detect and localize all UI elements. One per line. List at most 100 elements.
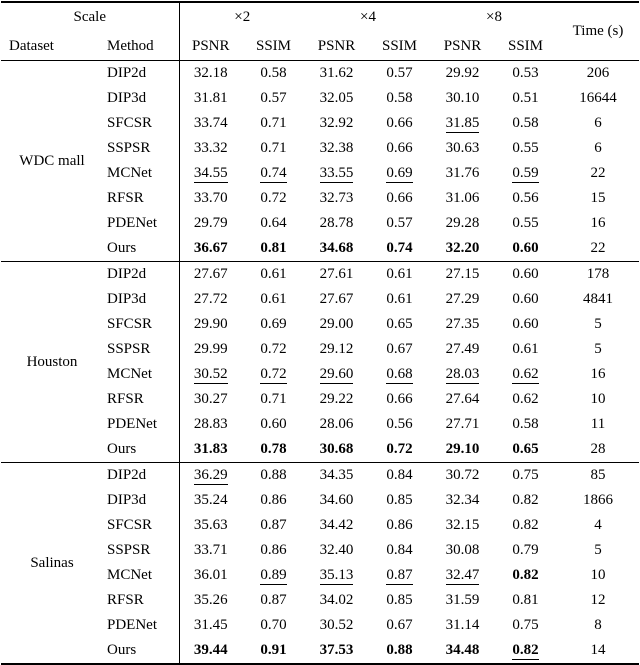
metric-cell: 0.86 (242, 488, 305, 513)
metric-cell: 30.27 (179, 387, 242, 412)
metric-cell: 36.67 (179, 236, 242, 262)
metric-value: 36.29 (193, 467, 228, 485)
metric-cell: 0.81 (494, 588, 557, 613)
time-cell: 22 (590, 240, 606, 256)
time-cell: 85 (590, 467, 606, 483)
metric-value: 0.86 (386, 517, 413, 533)
metric-value: 30.52 (319, 617, 354, 633)
metric-cell: 0.66 (368, 186, 431, 211)
metric-value: 0.57 (386, 65, 413, 81)
metric-cell: 27.72 (179, 287, 242, 312)
metric-cell: 0.86 (242, 538, 305, 563)
metric-value: 0.65 (386, 316, 413, 332)
metric-cell: 34.55 (179, 161, 242, 186)
metric-cell: 33.70 (179, 186, 242, 211)
metric-cell: 0.85 (368, 588, 431, 613)
metric-value: 32.34 (445, 492, 480, 508)
metric-value: 0.82 (512, 517, 539, 533)
table-header: Scale ×2 ×4 ×8 Time (s) Dataset Method P… (1, 2, 640, 61)
metric-cell: 34.42 (305, 513, 368, 538)
metric-cell: 0.69 (368, 161, 431, 186)
metric-value: 0.66 (386, 140, 413, 156)
metric-value: 0.72 (260, 190, 287, 206)
metric-cell: 27.64 (431, 387, 494, 412)
metric-value: 0.57 (386, 215, 413, 231)
metric-value: 0.61 (260, 291, 287, 307)
time-cell: 5 (594, 341, 602, 357)
dataset-cell: Houston (26, 353, 78, 370)
metric-cell: 0.58 (494, 412, 557, 437)
dataset-cell: WDC mall (19, 152, 85, 169)
metric-cell: 31.76 (431, 161, 494, 186)
metric-value: 30.08 (445, 542, 480, 558)
metric-cell: 0.60 (494, 236, 557, 262)
table-row: MCNet 36.01 0.89 35.13 0.87 32.47 0.82 10 (1, 563, 639, 588)
metric-cell: 29.00 (305, 312, 368, 337)
method-cell: Ours (101, 236, 180, 262)
metric-cell: 0.60 (494, 312, 557, 337)
metric-value: 0.82 (512, 567, 539, 583)
metric-value: 0.61 (260, 266, 287, 282)
metric-value: 0.75 (512, 467, 539, 483)
metric-value: 30.52 (193, 366, 228, 384)
metric-cell: 0.75 (494, 613, 557, 638)
time-header: Time (s) (572, 23, 624, 39)
metric-value: 28.03 (445, 366, 480, 384)
metric-value: 29.60 (319, 366, 354, 384)
method-cell: PDENet (101, 211, 180, 236)
table-row: RFSR 35.26 0.87 34.02 0.85 31.59 0.81 12 (1, 588, 639, 613)
dataset-group: Salinas DIP2d 36.29 0.88 34.35 0.84 30.72 0.75 8… (1, 462, 640, 664)
metric-value: 35.24 (193, 492, 228, 508)
metric-value: 0.53 (512, 65, 539, 81)
metric-value: 0.82 (512, 492, 539, 508)
method-cell: SFCSR (101, 513, 180, 538)
metric-value: 0.72 (260, 341, 287, 357)
metric-value: 0.71 (260, 115, 287, 131)
method-cell: PDENet (101, 613, 180, 638)
metric-value: 0.61 (512, 341, 539, 357)
time-cell: 14 (590, 642, 606, 658)
method-cell: SFCSR (101, 111, 180, 136)
metric-value: 0.84 (386, 542, 413, 558)
metric-cell: 35.24 (179, 488, 242, 513)
metric-value: 0.74 (386, 240, 413, 256)
metric-cell: 28.83 (179, 412, 242, 437)
metric-value: 29.90 (193, 316, 228, 332)
metric-cell: 0.61 (242, 262, 305, 288)
psnr-x2-header: PSNR (192, 37, 230, 54)
metric-value: 34.42 (319, 517, 354, 533)
metric-cell: 31.81 (179, 86, 242, 111)
metric-cell: 0.61 (494, 337, 557, 362)
metric-cell: 0.59 (494, 161, 557, 186)
metric-value: 0.61 (386, 266, 413, 282)
method-cell: PDENet (101, 412, 180, 437)
metric-value: 0.66 (386, 115, 413, 131)
table-row: Ours 39.44 0.91 37.53 0.88 34.48 0.82 14 (1, 638, 639, 664)
metric-value: 27.72 (193, 291, 228, 307)
metric-value: 0.65 (512, 441, 539, 457)
table-row: PDENet 28.83 0.60 28.06 0.56 27.71 0.58 11 (1, 412, 639, 437)
metric-cell: 0.57 (368, 61, 431, 87)
metric-value: 0.85 (386, 592, 413, 608)
metric-value: 0.60 (512, 266, 539, 282)
metric-value: 30.63 (445, 140, 480, 156)
metric-cell: 0.82 (494, 563, 557, 588)
metric-value: 32.47 (445, 567, 480, 585)
metric-value: 0.61 (386, 291, 413, 307)
metric-value: 0.60 (512, 240, 539, 256)
table-row: RFSR 30.27 0.71 29.22 0.66 27.64 0.62 10 (1, 387, 639, 412)
metric-cell: 35.13 (305, 563, 368, 588)
time-cell: 178 (586, 266, 610, 282)
metric-cell: 0.82 (494, 488, 557, 513)
metric-cell: 30.10 (431, 86, 494, 111)
metric-cell: 0.78 (242, 437, 305, 463)
dataset-cell: Salinas (30, 554, 74, 571)
header-row-metrics: Dataset Method PSNR SSIM PSNR SSIM PSNR … (1, 32, 639, 61)
metric-cell: 27.15 (431, 262, 494, 288)
metric-value: 27.49 (445, 341, 480, 357)
time-cell: 4 (594, 517, 602, 533)
metric-cell: 0.82 (494, 513, 557, 538)
metric-value: 27.35 (445, 316, 480, 332)
metric-cell: 30.72 (431, 463, 494, 489)
